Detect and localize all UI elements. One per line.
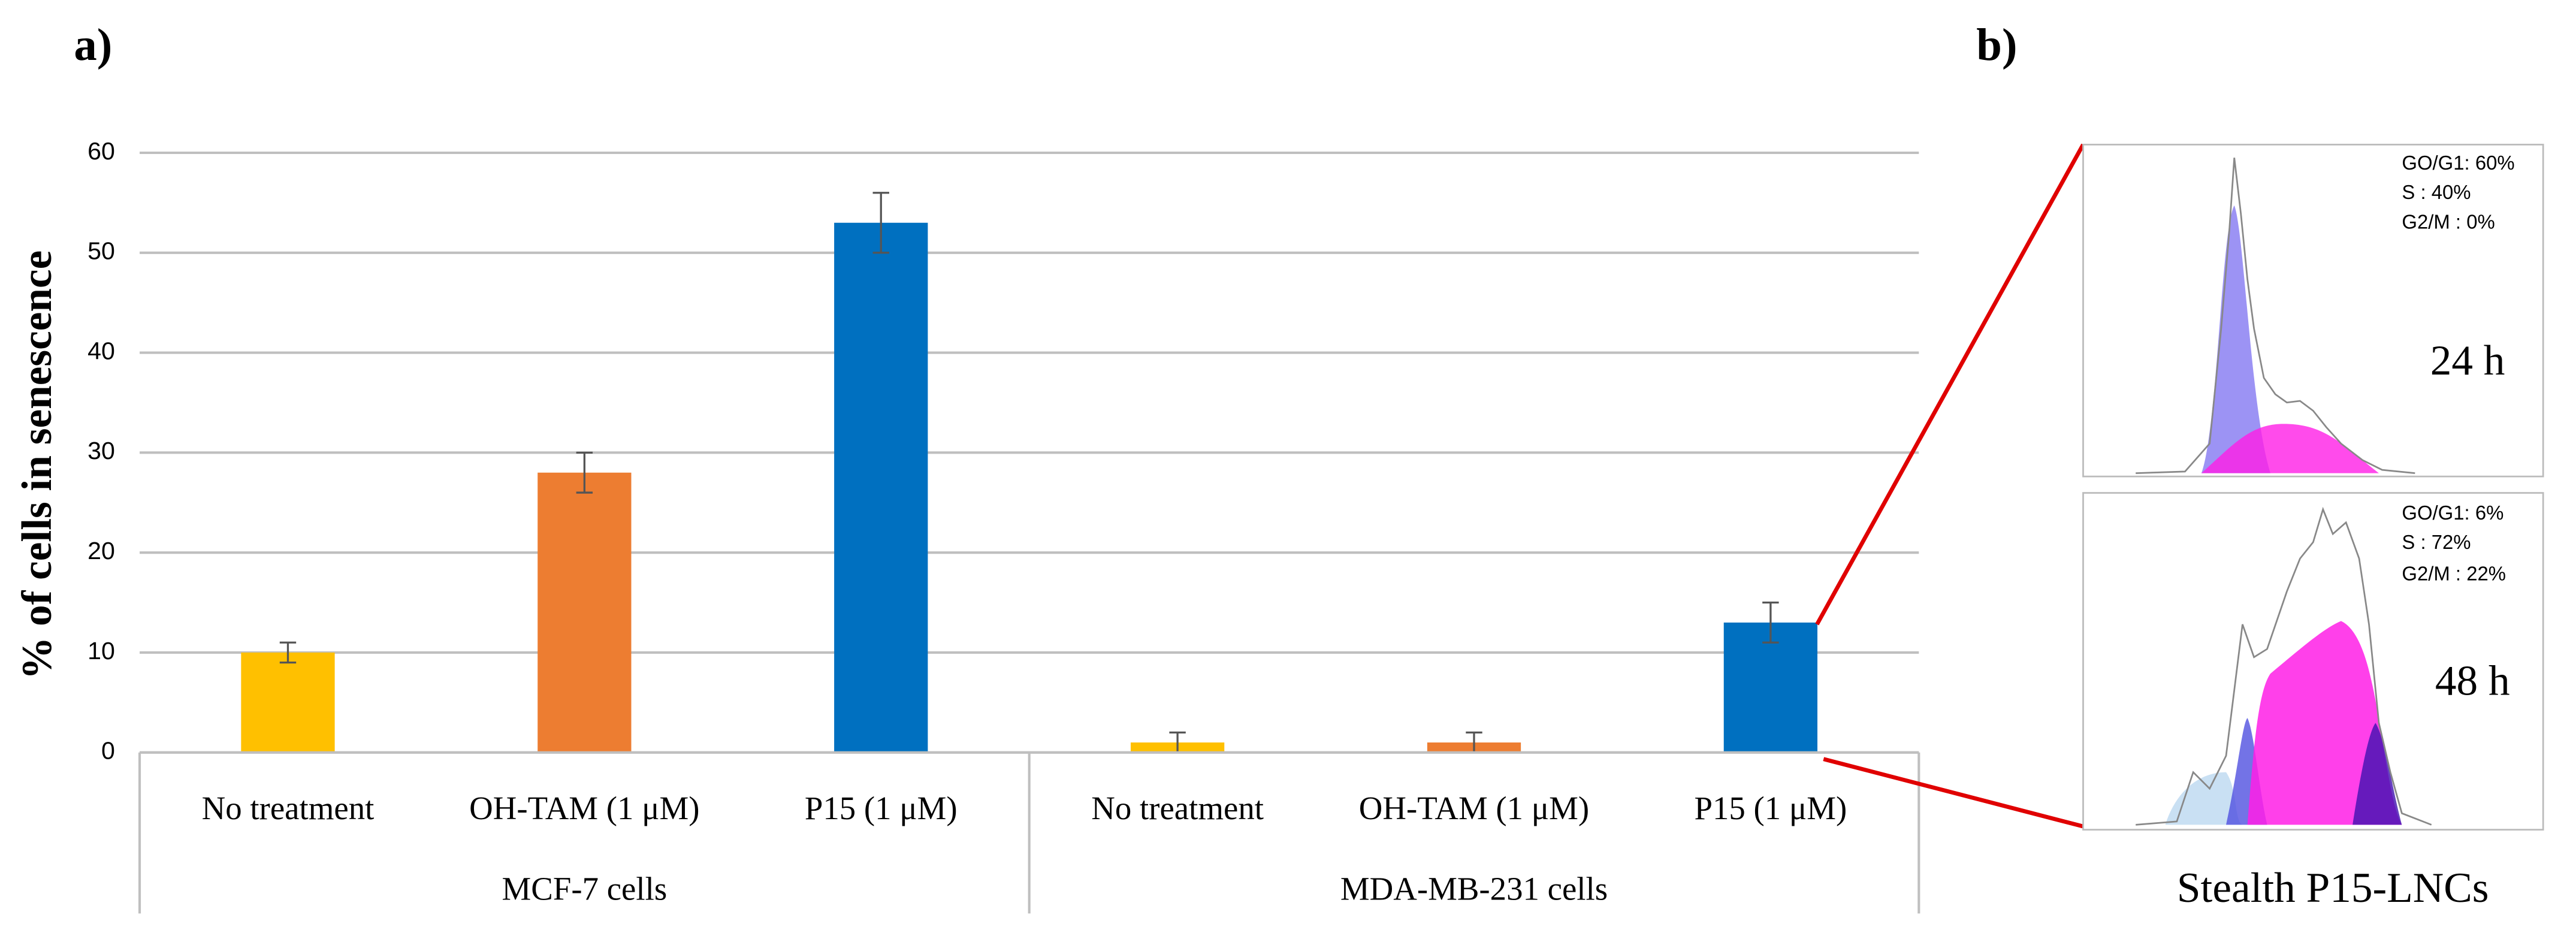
x-tick-label: OH-TAM (1 μM)	[469, 790, 699, 826]
histogram-panel: GO/G1: 60% S : 40% G2/M : 0% 24 h GO/G1:…	[1815, 143, 2544, 911]
phase-stat: GO/G1: 6%	[2402, 502, 2503, 524]
phase-stat: G2/M : 0%	[2402, 211, 2495, 233]
time-label: 48 h	[2435, 657, 2510, 705]
x-tick-label: No treatment	[1091, 790, 1264, 826]
connector	[1815, 143, 2085, 626]
phase-stat: G2/M : 22%	[2402, 562, 2506, 584]
error-bar	[576, 451, 593, 494]
x-tick-label: P15 (1 μM)	[1694, 790, 1847, 826]
error-bar	[1762, 601, 1779, 644]
g1-peak	[2201, 205, 2271, 473]
error-bar	[872, 192, 889, 254]
bar	[834, 222, 928, 753]
time-label: 24 h	[2430, 337, 2505, 384]
y-axis-title: % of cells in senescence	[13, 250, 61, 680]
error-bar	[279, 641, 297, 664]
caption: Stealth P15-LNCs	[2177, 864, 2489, 911]
histogram-outline	[2136, 506, 2432, 826]
x-tick-label: No treatment	[202, 790, 375, 826]
bar	[1723, 622, 1818, 753]
g1-peak	[2165, 772, 2243, 825]
g2-peak	[2352, 723, 2402, 825]
phase-stat: S : 40%	[2402, 181, 2471, 203]
bar	[241, 652, 335, 753]
phase-stat: S : 72%	[2402, 531, 2471, 553]
panel-label: a)	[74, 19, 112, 70]
y-tick-label: 30	[87, 437, 115, 464]
connector	[1823, 757, 2084, 829]
group-label: MCF-7 cells	[502, 870, 668, 907]
phase-stat: GO/G1: 60%	[2402, 152, 2514, 174]
y-tick-label: 50	[87, 237, 115, 265]
bar	[537, 472, 632, 753]
group-label: MDA-MB-231 cells	[1340, 870, 1608, 907]
y-tick-label: 10	[87, 637, 115, 665]
panel-label: b)	[1976, 19, 2017, 70]
y-tick-label: 60	[87, 137, 115, 165]
y-tick-label: 20	[87, 537, 115, 564]
x-tick-label: P15 (1 μM)	[805, 790, 958, 826]
s-phase	[2201, 424, 2379, 473]
histogram-frame	[2082, 143, 2544, 478]
x-tick-label: OH-TAM (1 μM)	[1359, 790, 1589, 826]
y-tick-label: 0	[101, 737, 115, 765]
y-tick-label: 40	[87, 337, 115, 364]
plot-area: 0 10 20 30 40 50 60 MCF-7 cells MDA-MB-231 cells…	[87, 137, 1920, 914]
histogram-outline	[2136, 158, 2415, 474]
